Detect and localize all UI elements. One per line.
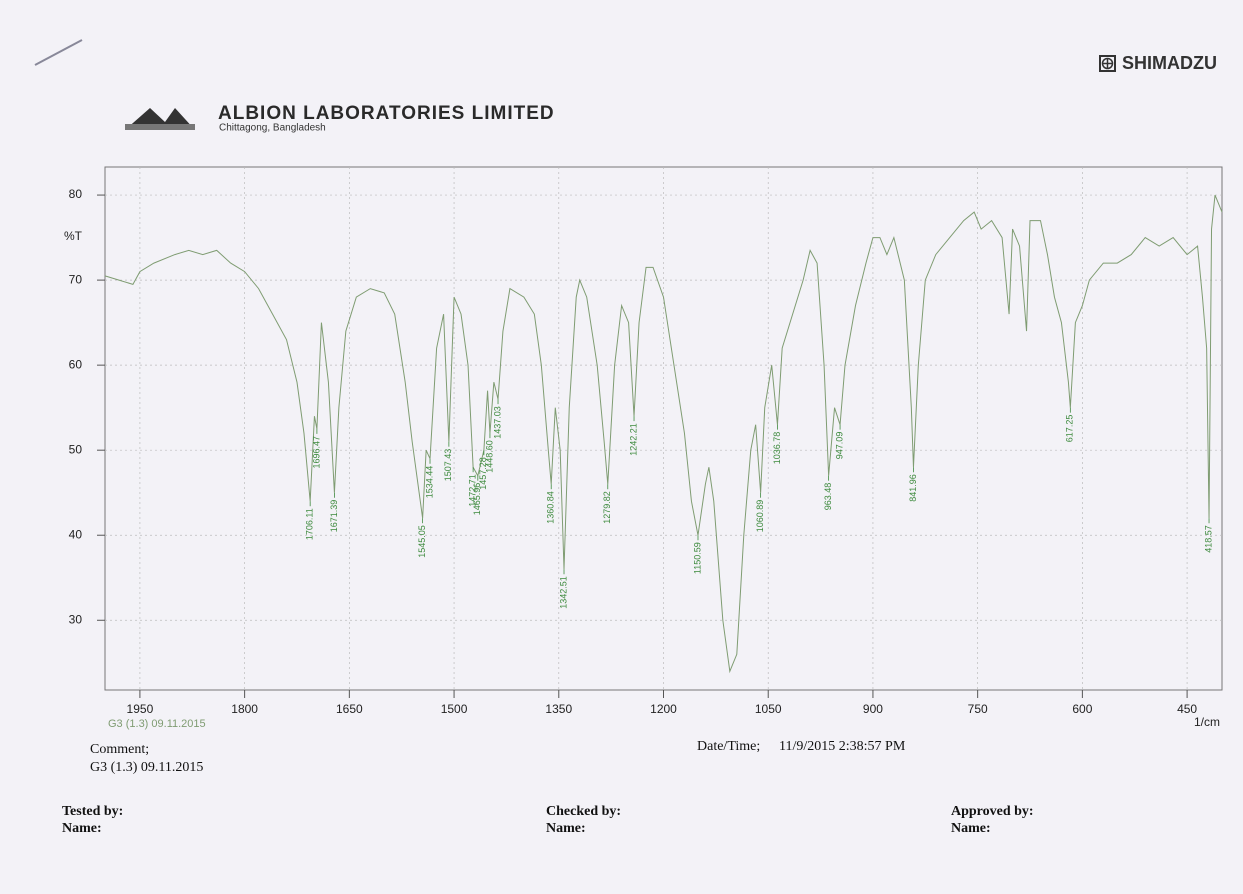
y-tick-label: 70 [69, 272, 83, 286]
x-tick-label: 1950 [127, 702, 154, 716]
x-tick-label: 900 [863, 702, 883, 716]
peak-label: 1465.96 [472, 483, 482, 516]
albion-logo [125, 108, 195, 130]
x-tick-label: 750 [968, 702, 988, 716]
peak-label: 1360.84 [546, 491, 556, 524]
tested-name: Name: [62, 821, 102, 836]
x-tick-label: 450 [1177, 702, 1197, 716]
x-tick-label: 1500 [441, 702, 468, 716]
shimadzu-logo [1099, 55, 1116, 72]
location: Chittagong, Bangladesh [219, 123, 326, 134]
legend-entry: G3 (1.3) 09.11.2015 [108, 718, 206, 730]
y-axis-label: %T [64, 229, 83, 243]
comment: G3 (1.3) 09.11.2015 [90, 760, 203, 775]
peak-label: 617.25 [1065, 415, 1075, 443]
x-tick-label: 1050 [755, 702, 782, 716]
staple [34, 39, 83, 66]
peak-label: 1507.43 [443, 449, 453, 482]
peak-label: 1534.44 [424, 466, 434, 499]
approved-name: Name: [951, 821, 991, 836]
x-axis-label: 1/cm [1194, 715, 1220, 729]
y-tick-label: 40 [69, 527, 83, 541]
x-tick-label: 1800 [231, 702, 258, 716]
x-tick-label: 600 [1072, 702, 1092, 716]
datetime-label: Date/Time; [697, 739, 760, 754]
company: ALBION LABORATORIES LIMITED [218, 103, 555, 124]
x-tick-label: 1200 [650, 702, 677, 716]
y-tick-label: 60 [69, 357, 83, 371]
peak-label: 1545.05 [417, 525, 427, 558]
peak-label: 1342.51 [558, 576, 568, 609]
peak-label: 1671.39 [329, 500, 339, 533]
peak-label: 963.48 [823, 483, 833, 511]
y-tick-label: 80 [69, 187, 83, 201]
checked-name: Name: [546, 821, 586, 836]
checked-by: Checked by: [546, 804, 621, 819]
peak-label: 1150.59 [692, 542, 702, 574]
x-tick-label: 1350 [545, 702, 572, 716]
datetime: 11/9/2015 2:38:57 PM [779, 739, 906, 754]
spectrum-line [104, 194, 1223, 674]
peak-label: 1437.03 [492, 406, 502, 439]
peak-label: 1696.47 [311, 436, 321, 469]
peak-label: 1457.28 [478, 457, 488, 490]
peak-label: 1279.82 [602, 491, 612, 524]
peak-label: 1706.11 [305, 508, 315, 540]
peak-label: 947.09 [834, 432, 844, 460]
peak-label: 1448.60 [484, 440, 494, 473]
y-tick-label: 50 [69, 442, 83, 456]
y-tick-label: 30 [69, 612, 83, 626]
peak-label: 841.96 [908, 474, 918, 502]
comment-label: Comment; [90, 742, 149, 757]
peak-label: 1242.21 [628, 423, 638, 456]
peak-label: 1060.89 [755, 500, 765, 533]
tested-by: Tested by: [62, 804, 123, 819]
brand: SHIMADZU [1122, 53, 1217, 73]
x-tick-label: 1650 [336, 702, 363, 716]
approved-by: Approved by: [951, 804, 1034, 819]
peak-label: 1036.78 [772, 432, 782, 465]
peak-label: 418.57 [1203, 525, 1213, 553]
peak-label: 1472.71 [467, 474, 477, 507]
